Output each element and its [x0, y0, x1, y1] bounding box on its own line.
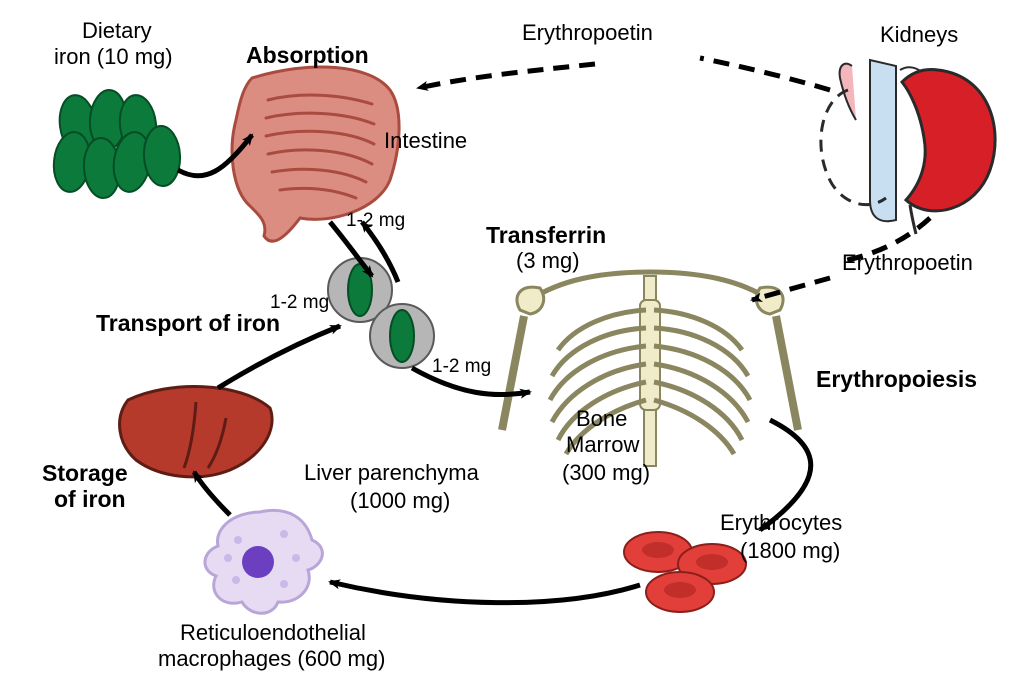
amount-1-2-a: 1-2 mg: [346, 210, 405, 232]
absorption-label: Absorption: [246, 42, 369, 68]
dietary-iron-illustration: [51, 89, 182, 199]
erythropoiesis-label: Erythropoiesis: [816, 366, 977, 392]
transport-of-iron-label: Transport of iron: [96, 310, 280, 336]
intestine-label: Intestine: [384, 128, 467, 153]
retic-l2: macrophages (600 mg): [158, 646, 385, 671]
bone-marrow-l1: Bone: [576, 406, 627, 431]
kidneys-illustration: [821, 60, 995, 234]
liver-parenchyma-label: Liver parenchyma: [304, 460, 479, 485]
transferrin-label: Transferrin: [486, 222, 606, 248]
liver-amount-label: (1000 mg): [350, 488, 450, 513]
storage-of-iron-label: of iron: [54, 486, 126, 512]
erythrocytes-label: Erythrocytes: [720, 510, 842, 535]
erythrocytes-illustration: [624, 532, 746, 612]
erythropoetin-right-label: Erythropoetin: [842, 250, 973, 275]
diagram-canvas: [0, 0, 1024, 682]
storage-title-label: Storage: [42, 460, 128, 486]
retic-l1: Reticuloendothelial: [180, 620, 366, 645]
transferrin-illustration: [328, 258, 434, 368]
amount-1-2-c: 1-2 mg: [432, 356, 491, 378]
iron-cycle-diagram: Dietary iron (10 mg) Absorption Erythrop…: [0, 0, 1024, 682]
dietary-iron-label-l2: iron (10 mg): [54, 44, 173, 69]
erythrocytes-amount-label: (1800 mg): [740, 538, 840, 563]
dietary-iron-label-l1: Dietary: [82, 18, 152, 43]
erythropoetin-top-label: Erythropoetin: [522, 20, 653, 45]
transferrin-amount-label: (3 mg): [516, 248, 580, 273]
macrophage-illustration: [205, 510, 322, 613]
bone-marrow-amount: (300 mg): [562, 460, 650, 485]
liver-illustration: [120, 387, 272, 477]
kidneys-label: Kidneys: [880, 22, 958, 47]
bone-marrow-l2: Marrow: [566, 432, 639, 457]
